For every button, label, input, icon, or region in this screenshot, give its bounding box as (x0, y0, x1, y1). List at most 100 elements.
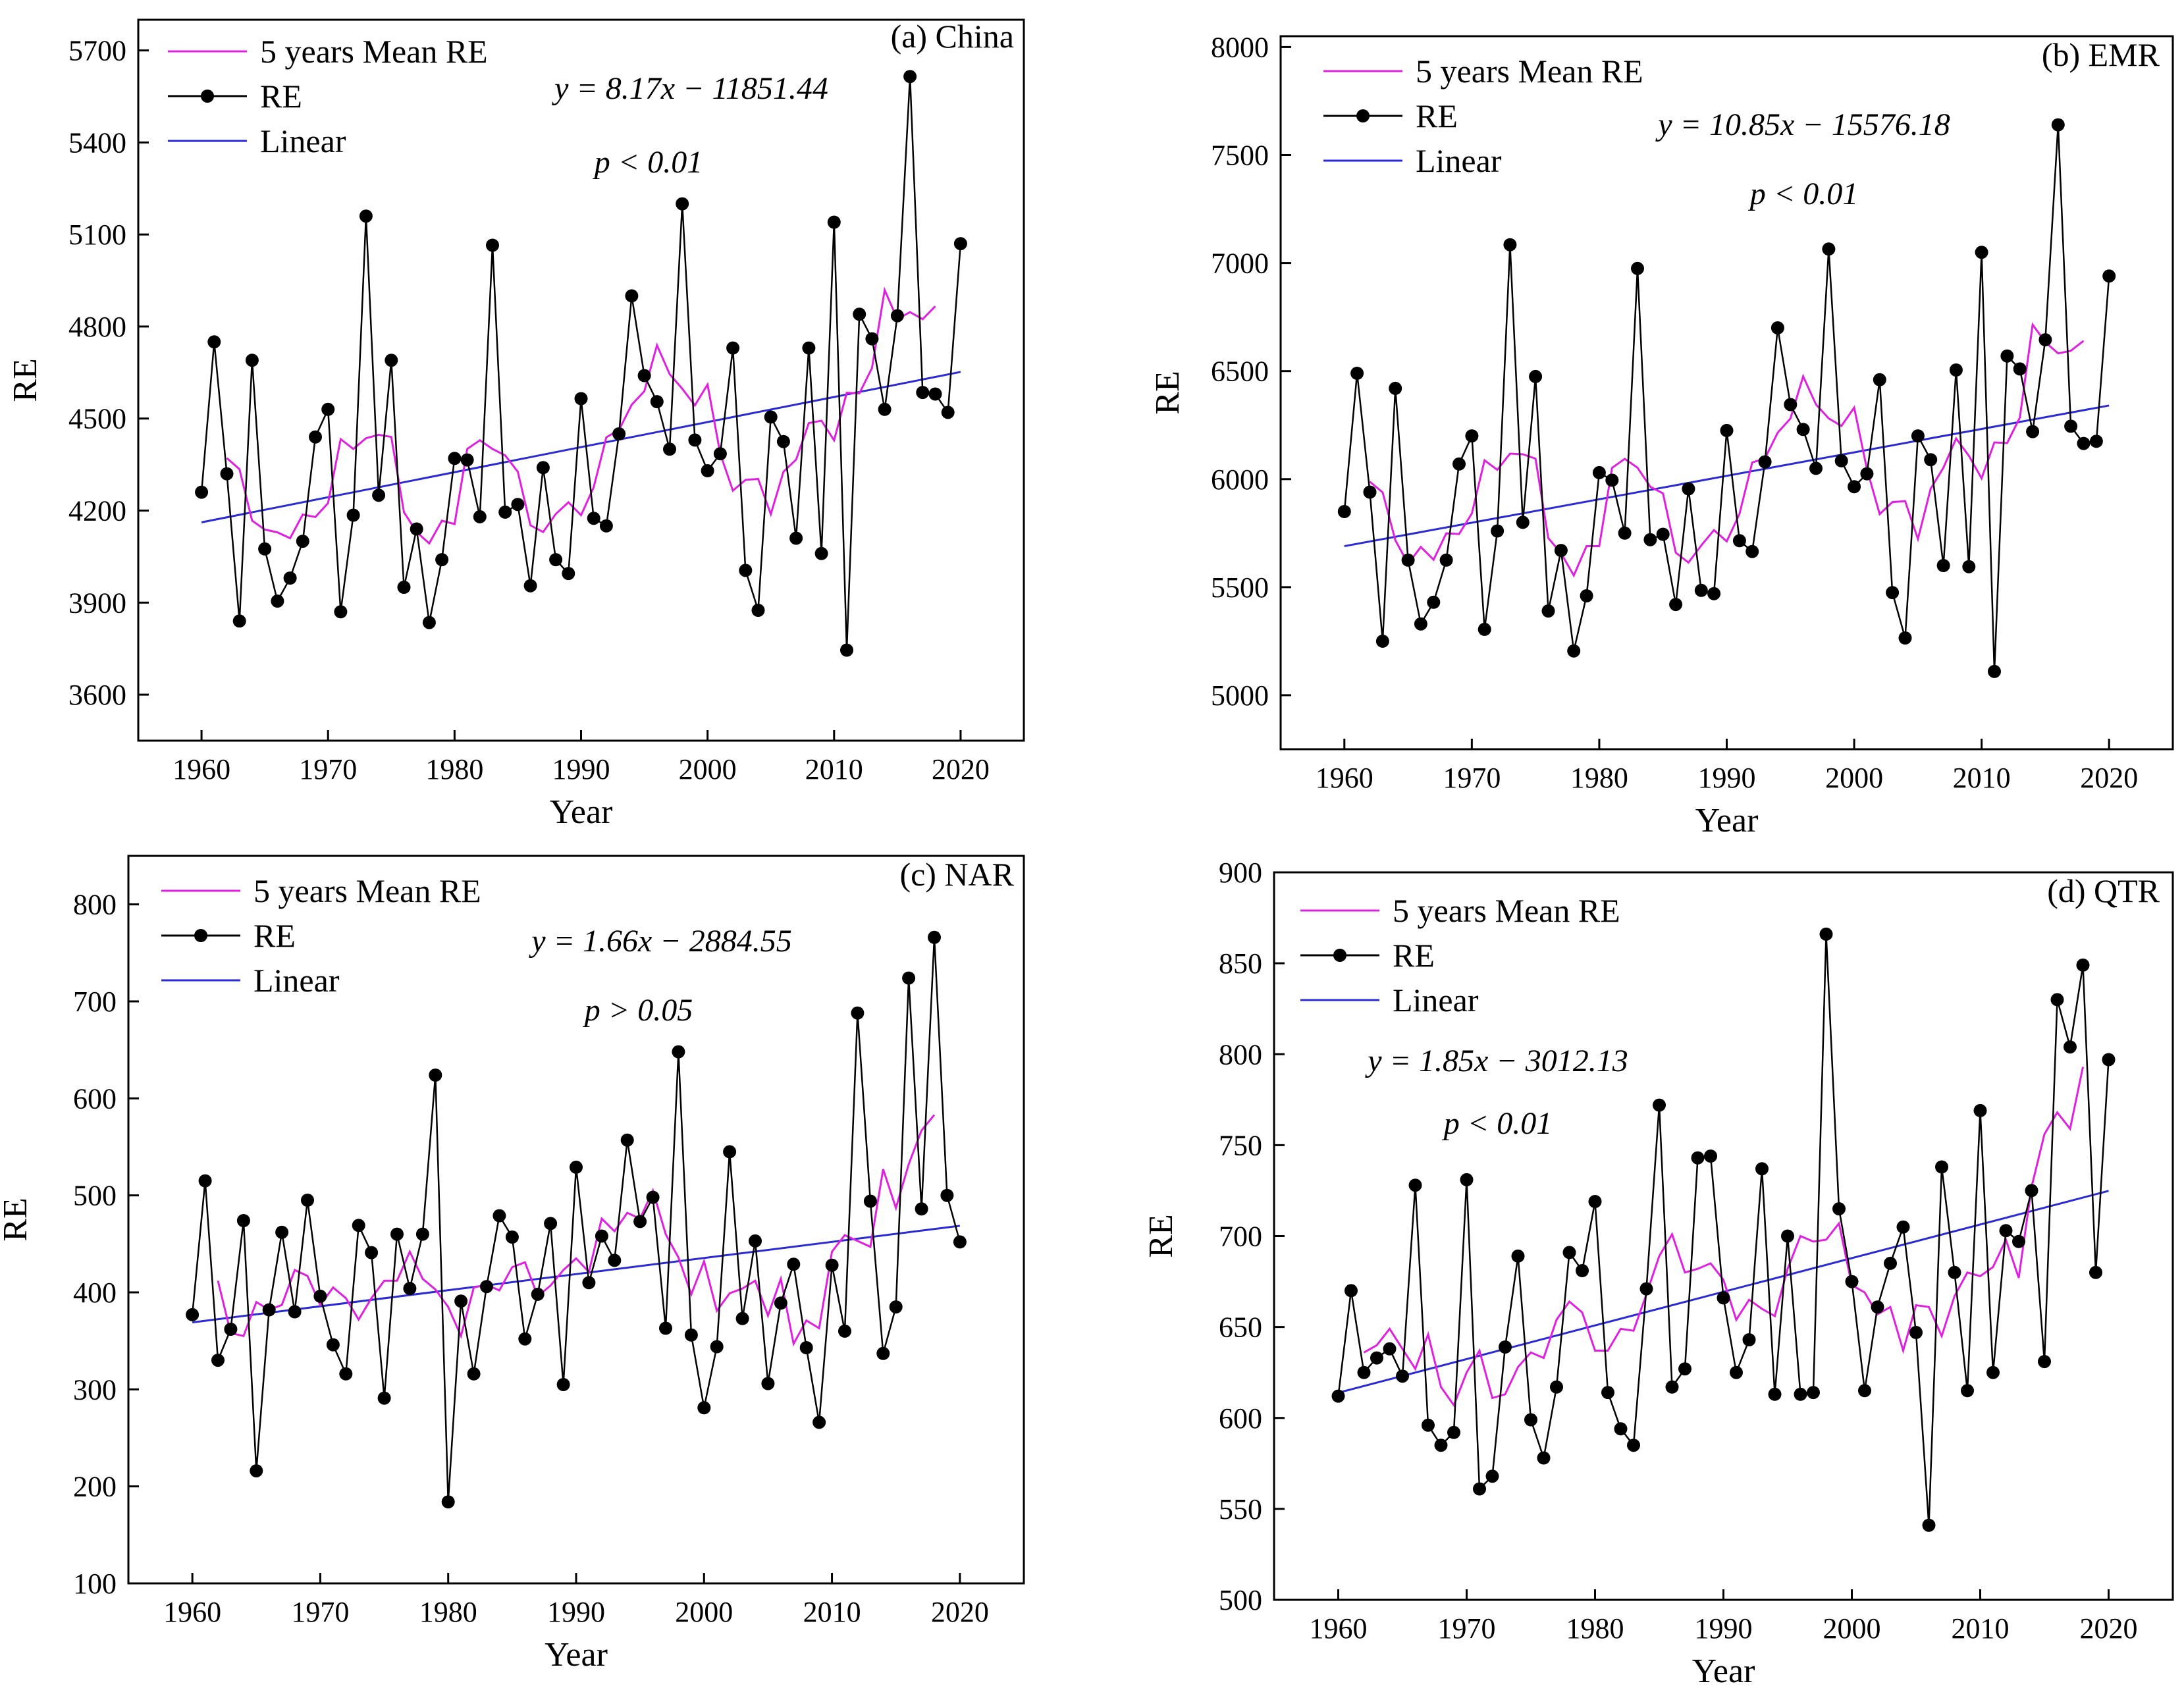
re-data-point (198, 1174, 212, 1188)
re-data-point (2089, 1265, 2102, 1279)
p-value-label: p < 0.01 (1442, 1106, 1552, 1141)
re-data-point (326, 1338, 340, 1352)
re-data-point (802, 341, 816, 355)
y-tick-label: 5700 (68, 35, 126, 67)
y-tick-label: 4500 (68, 403, 126, 435)
re-data-point (916, 386, 930, 400)
x-tick-label: 1970 (1443, 762, 1501, 794)
re-data-point (410, 522, 423, 536)
re-data-point (544, 1217, 558, 1230)
re-data-point (1975, 246, 1988, 259)
y-tick-label: 800 (1219, 1038, 1262, 1071)
re-data-point (723, 1145, 737, 1159)
re-data-point (1858, 1384, 1871, 1398)
re-data-point (688, 433, 702, 447)
re-data-point (1781, 1229, 1794, 1243)
re-data-point (195, 485, 209, 499)
legend-marker-re (1333, 949, 1346, 962)
re-data-point (878, 402, 892, 416)
re-data-point (1794, 1387, 1807, 1401)
re-data-point (928, 387, 942, 401)
x-tick-label: 2010 (1952, 1612, 2010, 1645)
re-data-point (735, 1311, 749, 1325)
re-data-point (890, 309, 904, 323)
legend-label-linear: Linear (253, 962, 340, 999)
regression-equation: y = 10.85x − 15576.18 (1655, 107, 1950, 142)
panel-label: (c) NAR (899, 856, 1014, 893)
re-data-point (1375, 634, 1389, 648)
re-data-point (422, 616, 436, 629)
re-data-point (825, 1258, 839, 1272)
re-data-point (620, 1133, 634, 1147)
re-data-point (1961, 1384, 1974, 1398)
re-data-point (1452, 457, 1466, 471)
chart-panel-1: 1960 1970 1980 1990 2000 2010 2020 3600 3900 4200… (7, 18, 1025, 831)
x-tick-label: 2000 (679, 753, 737, 785)
re-data-point (1631, 261, 1644, 275)
x-tick-label: 1990 (552, 753, 610, 785)
y-tick-label: 300 (73, 1373, 117, 1406)
re-data-point (1562, 1246, 1576, 1259)
re-data-point (1948, 1265, 1961, 1279)
re-data-point (1730, 1365, 1743, 1379)
x-tick-label: 2000 (1823, 1612, 1881, 1645)
re-data-point (2025, 1184, 2038, 1198)
re-data-point (710, 1340, 724, 1354)
legend-label-linear: Linear (1393, 982, 1479, 1018)
x-tick-label: 2020 (2080, 762, 2138, 794)
y-tick-label: 6000 (1211, 463, 1269, 496)
re-data-point (1618, 526, 1632, 540)
re-data-point (1383, 1342, 1397, 1356)
re-data-point (863, 1194, 877, 1208)
re-data-point (663, 442, 676, 456)
re-data-point (498, 505, 512, 519)
re-data-point (359, 209, 373, 223)
re-data-point (1643, 533, 1657, 546)
re-data-point (301, 1194, 314, 1207)
re-data-point (851, 1006, 865, 1020)
re-data-point (1473, 1482, 1486, 1496)
re-data-point (531, 1287, 545, 1301)
y-tick-label: 600 (73, 1082, 117, 1115)
re-data-point (1576, 1264, 1589, 1277)
re-data-point (774, 1296, 787, 1310)
re-data-point (2000, 349, 2014, 363)
re-data-point (2026, 425, 2040, 438)
re-data-point (676, 197, 689, 211)
re-data-point (1819, 927, 1833, 941)
re-data-point (352, 1219, 365, 1232)
re-data-point (518, 1332, 532, 1346)
re-data-point (612, 427, 626, 440)
re-data-point (1605, 473, 1619, 487)
y-tick-label: 800 (73, 889, 117, 921)
moving-average-line (1363, 1067, 2084, 1408)
re-data-point (415, 1227, 429, 1241)
y-tick-label: 3600 (68, 679, 126, 711)
legend-label-linear: Linear (1416, 142, 1502, 179)
re-data-point (853, 307, 866, 321)
y-tick-label: 5400 (68, 126, 126, 159)
re-data-point (258, 542, 272, 556)
re-data-point (1669, 598, 1683, 612)
re-data-point (1911, 429, 1925, 443)
re-data-point (262, 1303, 276, 1317)
x-tick-label: 1970 (1438, 1612, 1496, 1645)
re-data-point (1485, 1469, 1499, 1483)
re-data-point (1331, 1389, 1345, 1403)
re-data-point (928, 930, 941, 944)
legend-marker-re (1356, 109, 1370, 122)
re-data-point (827, 215, 841, 229)
re-data-point (633, 1215, 647, 1229)
legend-label-linear: Linear (260, 122, 346, 159)
panel-label: (b) EMR (2042, 36, 2160, 73)
x-tick-label: 1960 (1316, 762, 1373, 794)
re-data-point (751, 604, 765, 617)
re-data-point (1909, 1325, 1923, 1339)
re-data-point (1592, 465, 1606, 479)
y-tick-label: 4800 (68, 311, 126, 343)
y-tick-label: 200 (73, 1471, 117, 1503)
re-data-point (1627, 1439, 1640, 1452)
y-tick-label: 500 (73, 1180, 117, 1212)
x-tick-label: 1990 (547, 1596, 605, 1628)
